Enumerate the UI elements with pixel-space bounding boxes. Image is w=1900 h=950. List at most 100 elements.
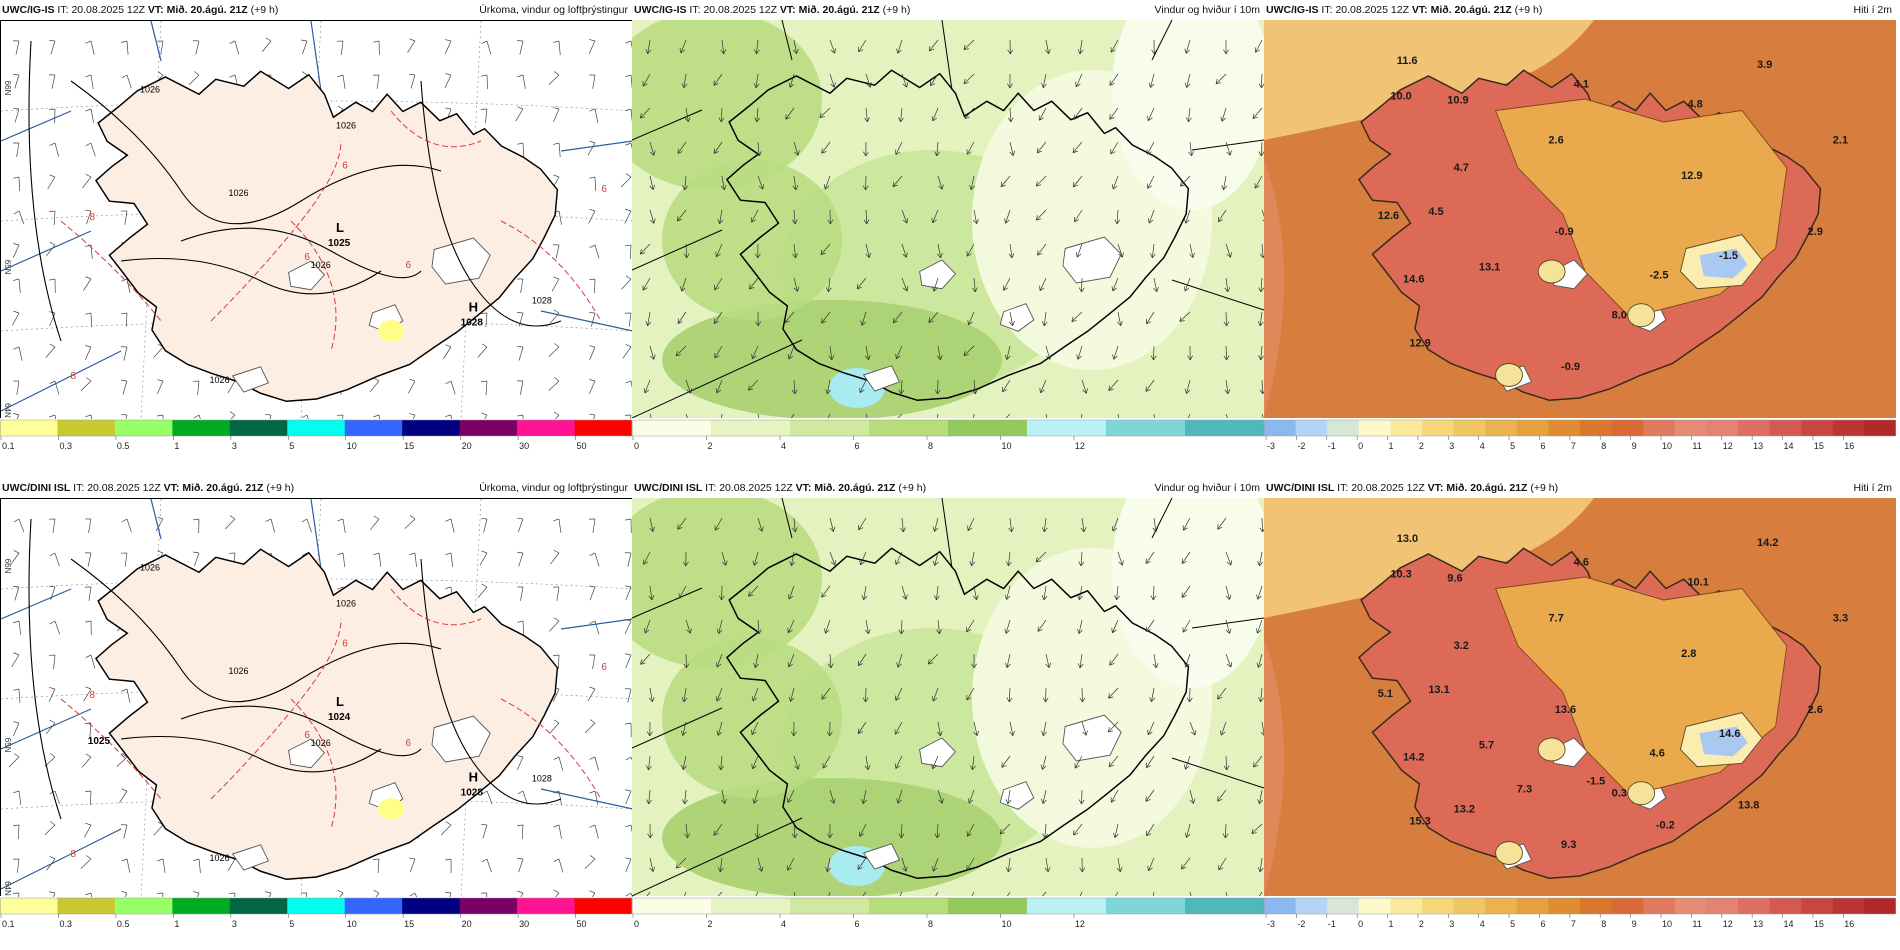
precip-contour-label: 8 xyxy=(71,371,77,382)
header-lead: (+9 h) xyxy=(898,482,927,494)
temperature-value: 14.2 xyxy=(1403,752,1424,764)
latitude-label: 64N xyxy=(3,881,12,896)
precip-contour-label: 8 xyxy=(71,849,77,860)
coastline xyxy=(94,70,559,403)
isobar-label: 1026 xyxy=(229,188,249,198)
isobar-label: 1026 xyxy=(210,853,230,863)
colorbar-swatch xyxy=(57,420,116,436)
colorbar-tick-label: 2 xyxy=(707,441,712,451)
boundary-line xyxy=(632,339,803,418)
colorbar-swatch xyxy=(229,420,288,436)
isobar-label: 1026 xyxy=(229,666,249,676)
header-it-label: IT: xyxy=(705,482,717,494)
colorbar-tick-label: 15 xyxy=(404,441,414,451)
colorbar-tick-label: 3 xyxy=(1449,919,1454,929)
temperature-value: -1.5 xyxy=(1586,776,1605,788)
panel-title: Vindur og hviður í 10m xyxy=(1154,482,1260,494)
colorbar-swatch xyxy=(1485,420,1518,436)
colorbar-tick-label: 4 xyxy=(781,441,786,451)
colorbar-swatch xyxy=(1390,420,1423,436)
colorbar-tick-label: 10 xyxy=(1001,441,1011,451)
isobars xyxy=(28,518,562,820)
colorbar-tick-label: -2 xyxy=(1297,919,1305,929)
temperature-value: 11.6 xyxy=(1397,55,1418,67)
colorbar-swatch xyxy=(1264,898,1297,914)
colorbar-tick-label: 12 xyxy=(1075,919,1085,929)
glacier-outline xyxy=(1062,714,1122,762)
precip-contour-label: 6 xyxy=(405,738,411,749)
colorbar-swatch xyxy=(869,420,949,436)
colorbar-swatch xyxy=(1106,420,1186,436)
colorbar-tick-label: 2 xyxy=(707,919,712,929)
temperature-value: 4.6 xyxy=(1650,748,1665,760)
header-it: 20.08.2025 12Z xyxy=(703,4,777,16)
colorbar-tick-label: 10 xyxy=(347,919,357,929)
colorbar-tick-label: -3 xyxy=(1267,919,1275,929)
colorbar-tick-label: 1 xyxy=(1389,441,1394,451)
temperature-value: 13.6 xyxy=(1555,704,1576,716)
colorbar-swatch xyxy=(948,420,1028,436)
colorbar-swatch xyxy=(1358,420,1391,436)
colorbar-tick-label: 2 xyxy=(1419,919,1424,929)
wind-gust-map xyxy=(632,498,1264,896)
precip-contours xyxy=(60,588,602,830)
colorbar-tick-label: 10 xyxy=(1662,919,1672,929)
boundary-line xyxy=(632,229,723,271)
coastline xyxy=(725,69,1190,402)
colorbar-tick-label: 11 xyxy=(1692,919,1701,929)
colorbar-tick-label: 8 xyxy=(1601,441,1606,451)
colorbar-swatch xyxy=(1643,898,1676,914)
colorbar-swatch xyxy=(1580,420,1613,436)
colorbar-swatch xyxy=(1769,420,1802,436)
glacier-outline xyxy=(919,259,957,290)
colorbar-swatch xyxy=(459,898,518,914)
pressure-center-value: 1025 xyxy=(88,736,111,747)
wind-gust-map xyxy=(632,20,1264,418)
iceland-landmass xyxy=(94,548,559,881)
pressure-center-value: 1028 xyxy=(461,788,484,799)
glacier-outline xyxy=(288,260,326,291)
colorbar-swatch xyxy=(1801,898,1834,914)
colorbar-swatch xyxy=(1674,420,1707,436)
colorbar-tick-label: 10 xyxy=(1662,441,1672,451)
header-model: UWC/IG-IS xyxy=(1266,4,1319,16)
colorbar-swatch xyxy=(287,898,346,914)
temperature-value: 2.9 xyxy=(1808,226,1823,238)
boundary-line xyxy=(540,310,633,332)
glacier-outline xyxy=(862,843,901,870)
temperature-value: 7.7 xyxy=(1548,612,1563,624)
colorbar-tick-label: -3 xyxy=(1267,441,1275,451)
iceland-landmass xyxy=(725,547,1190,880)
colorbar-swatch xyxy=(711,420,791,436)
temperature-value: 10.9 xyxy=(1447,95,1468,107)
header-lead: (+9 h) xyxy=(266,482,295,494)
colorbar-tick-label: 15 xyxy=(1814,441,1824,451)
colorbar-swatch xyxy=(1801,420,1834,436)
temperature-value: 12.9 xyxy=(1409,337,1430,349)
boundary-line xyxy=(150,21,162,62)
precip-colorbar: 0.1 0.3 0.5 1 3 5 10 15 20 30 50 xyxy=(0,418,632,462)
header-vt-label: VT: xyxy=(795,482,812,494)
precip-patch xyxy=(378,798,404,820)
header-it-label: IT: xyxy=(1321,4,1333,16)
colorbar-swatch xyxy=(1027,420,1107,436)
temperature-value: -0.9 xyxy=(1555,226,1574,238)
colorbar-swatch xyxy=(1358,898,1391,914)
boundary-line xyxy=(1,588,72,620)
pressure-center-value: 1024 xyxy=(328,712,351,723)
colorbar-swatch xyxy=(1422,420,1455,436)
glacier-outline xyxy=(288,738,326,769)
colorbar-tick-label: 11 xyxy=(1692,441,1701,451)
boundary-line xyxy=(1,350,122,412)
glacier-outline xyxy=(919,737,957,768)
colorbar-swatch xyxy=(632,898,712,914)
header-it: 20.08.2025 12Z xyxy=(719,482,793,494)
colorbar-tick-label: 6 xyxy=(854,441,859,451)
pressure-center-value: 1028 xyxy=(461,318,484,329)
panel-header: UWC/DINI ISL IT: 20.08.2025 12Z VT: Mið.… xyxy=(632,478,1264,498)
colorbar-tick-label: 20 xyxy=(462,919,472,929)
boundary-line xyxy=(1,828,122,890)
temperature-value: 2.6 xyxy=(1808,704,1823,716)
colorbar-tick-label: 4 xyxy=(1480,441,1485,451)
header-model: UWC/IG-IS xyxy=(634,4,687,16)
